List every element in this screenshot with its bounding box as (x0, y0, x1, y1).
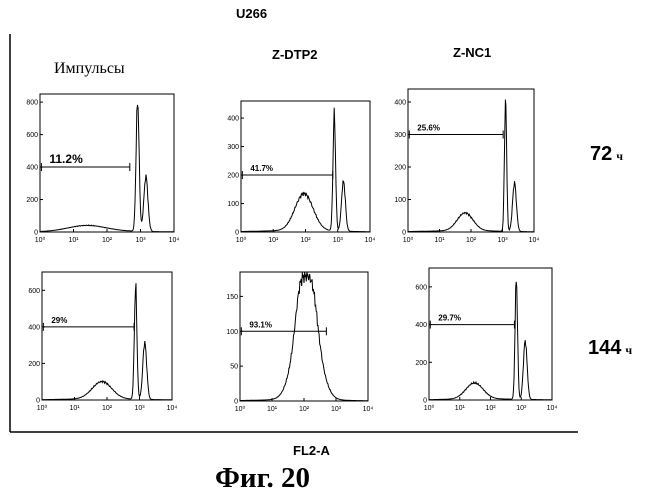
y-tick-label: 300 (394, 132, 406, 139)
x-tick-label: 10⁴ (167, 405, 178, 412)
x-tick-label: 10¹ (455, 405, 466, 412)
x-tick-label: 10⁴ (169, 237, 180, 244)
y-tick-label: 200 (394, 165, 406, 172)
y-tick-label: 50 (230, 364, 238, 371)
y-tick-label: 600 (26, 132, 38, 139)
x-tick-label: 10⁴ (365, 237, 376, 244)
y-tick-label: 200 (28, 361, 40, 368)
histogram-curve (42, 283, 172, 401)
row-label-144h: 144 ч (588, 337, 632, 360)
y-tick-label: 0 (36, 398, 40, 405)
gate-percentage-label: 41.7% (250, 164, 273, 173)
gate-percentage-label: 29.7% (438, 314, 461, 323)
y-tick-label: 200 (26, 197, 38, 204)
x-tick-label: 10⁰ (235, 405, 246, 413)
plot-frame (407, 88, 535, 233)
gate-percentage-label: 93.1% (249, 320, 272, 329)
y-tick-label: 400 (26, 165, 38, 172)
y-tick-label: 0 (235, 230, 239, 237)
histogram-curve (40, 104, 174, 233)
x-tick-label: 10² (299, 406, 310, 413)
y-tick-label: 400 (415, 322, 427, 329)
x-tick-label: 10⁴ (363, 406, 374, 413)
y-tick-label: 200 (227, 173, 239, 180)
x-tick-label: 10⁰ (236, 236, 247, 244)
figure-caption: Фиг. 20 (215, 462, 311, 494)
y-tick-label: 400 (394, 100, 406, 107)
x-tick-label: 10⁰ (403, 236, 414, 244)
y-tick-label: 100 (394, 197, 406, 204)
gate-percentage-label: 11.2% (49, 152, 83, 166)
row-label-72h: 72 ч (590, 143, 623, 166)
x-tick-label: 10¹ (268, 237, 279, 244)
y-tick-label: 0 (423, 398, 427, 405)
plot-frame (239, 271, 369, 402)
x-tick-label: 10³ (497, 237, 508, 244)
column-header-z-nc1: Z-NC1 (453, 45, 492, 60)
gate-percentage-label: 29% (51, 316, 67, 325)
row-time-value: 72 (590, 143, 613, 165)
y-tick-label: 400 (28, 324, 40, 331)
x-tick-label: 10³ (134, 405, 145, 412)
row-time-unit: ч (625, 343, 633, 357)
column-header-z-dtp2: Z-DTP2 (272, 47, 318, 62)
histogram-curve (407, 99, 534, 233)
y-tick-label: 0 (402, 230, 406, 237)
row-time-unit: ч (616, 149, 624, 163)
x-tick-label: 10² (485, 405, 496, 412)
x-tick-label: 10³ (135, 237, 146, 244)
x-tick-label: 10⁴ (529, 237, 540, 244)
y-tick-label: 100 (227, 201, 239, 208)
x-tick-label: 10² (466, 237, 477, 244)
x-tick-label: 10¹ (434, 237, 445, 244)
histogram-curve (429, 281, 552, 401)
plot-frame (428, 267, 553, 401)
x-tick-label: 10¹ (69, 405, 80, 412)
gate-percentage-label: 25.6% (417, 124, 440, 133)
cell-line-title: U266 (236, 6, 268, 21)
x-axis-title: FL2-A (293, 443, 330, 458)
y-tick-label: 150 (226, 294, 238, 301)
y-tick-label: 0 (34, 230, 38, 237)
x-tick-label: 10² (300, 237, 311, 244)
histogram-curve (241, 107, 370, 233)
x-tick-label: 10³ (333, 237, 344, 244)
plot-frame (41, 271, 173, 401)
y-tick-label: 300 (227, 144, 239, 151)
y-tick-label: 800 (26, 100, 38, 107)
x-tick-label: 10⁰ (35, 236, 46, 244)
y-tick-label: 600 (28, 288, 40, 295)
column-header-pulses: Импульсы (54, 60, 125, 77)
x-tick-label: 10² (102, 237, 113, 244)
x-tick-label: 10¹ (68, 237, 79, 244)
x-tick-label: 10⁰ (37, 404, 48, 412)
y-tick-label: 400 (227, 116, 239, 123)
x-tick-label: 10² (102, 405, 113, 412)
y-tick-label: 200 (415, 360, 427, 367)
x-tick-label: 10⁴ (547, 405, 558, 412)
row-time-value: 144 (588, 337, 622, 359)
x-tick-label: 10⁰ (424, 404, 435, 412)
histogram-curve (240, 271, 368, 402)
x-tick-label: 10¹ (267, 406, 278, 413)
y-tick-label: 100 (226, 329, 238, 336)
y-tick-label: 600 (415, 284, 427, 291)
x-tick-label: 10³ (516, 405, 527, 412)
y-tick-label: 0 (234, 399, 238, 406)
x-tick-label: 10³ (331, 406, 342, 413)
